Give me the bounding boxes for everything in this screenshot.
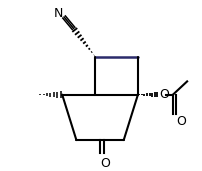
Text: O: O	[160, 88, 169, 101]
Text: O: O	[177, 115, 187, 128]
Text: O: O	[100, 157, 110, 170]
Text: N: N	[54, 7, 63, 20]
